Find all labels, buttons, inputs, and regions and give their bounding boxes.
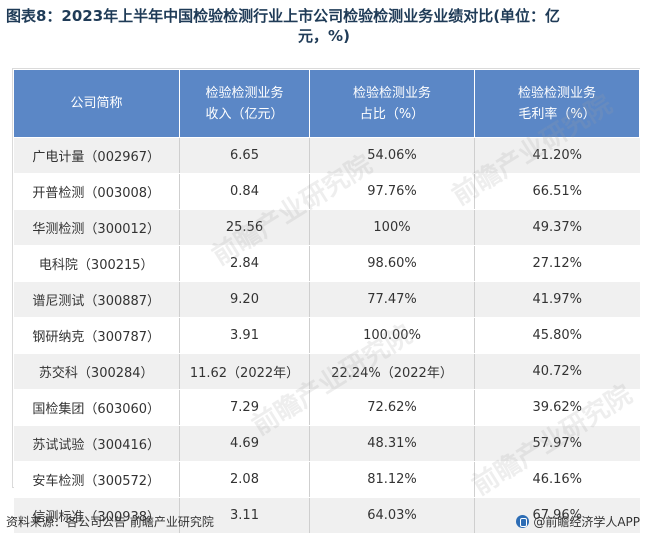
cell-revenue: 9.20 (179, 281, 310, 318)
cell-margin: 40.72% (474, 353, 640, 390)
cell-share: 72.62% (309, 389, 475, 426)
table-row: 开普检测（003008） 0.84 97.76% 66.51% (13, 173, 640, 210)
header-company: 公司简称 (13, 69, 180, 138)
cell-share: 48.31% (309, 425, 475, 462)
cell-revenue: 3.91 (179, 317, 310, 354)
cell-revenue: 4.69 (179, 425, 310, 462)
cell-company: 钢研纳克（300787） (13, 317, 180, 354)
cell-company: 华测检测（300012） (13, 209, 180, 246)
data-table: 公司简称 检验检测业务 收入（亿元） 检验检测业务 占比（%） 检验检测业务 毛利率（… (13, 69, 640, 534)
cell-share: 97.76% (309, 173, 475, 210)
cell-revenue: 0.84 (179, 173, 310, 210)
cell-company: 谱尼测试（300887） (13, 281, 180, 318)
header-margin: 检验检测业务 毛利率（%） (474, 69, 640, 138)
cell-revenue: 7.29 (179, 389, 310, 426)
source-note: 资料来源：各公司公告 前瞻产业研究院 (6, 515, 214, 529)
cell-share: 77.47% (309, 281, 475, 318)
cell-margin: 66.51% (474, 173, 640, 210)
cell-company: 安车检测（300572） (13, 461, 180, 498)
cell-company: 电科院（300215） (13, 245, 180, 282)
qianzhan-logo-icon (516, 515, 530, 528)
cell-margin: 27.12% (474, 245, 640, 282)
cell-share: 100.00% (309, 317, 475, 354)
cell-revenue: 25.56 (179, 209, 310, 246)
cell-company: 苏交科（300284） (13, 353, 180, 390)
cell-company: 苏试试验（300416） (13, 425, 180, 462)
data-table-container: 公司简称 检验检测业务 收入（亿元） 检验检测业务 占比（%） 检验检测业务 毛利率（… (12, 68, 640, 534)
title-line1: 图表8：2023年上半年中国检验检测行业上市公司检验检测业务业绩对比(单位：亿 (6, 7, 561, 25)
cell-share: 54.06% (309, 137, 475, 174)
table-row: 华测检测（300012） 25.56 100% 49.37% (13, 209, 640, 246)
cell-company: 广电计量（002967） (13, 137, 180, 174)
table-row: 谱尼测试（300887） 9.20 77.47% 41.97% (13, 281, 640, 318)
cell-margin: 41.20% (474, 137, 640, 174)
cell-margin: 57.97% (474, 425, 640, 462)
table-row: 电科院（300215） 2.84 98.60% 27.12% (13, 245, 640, 282)
cell-revenue: 2.84 (179, 245, 310, 282)
cell-company: 信测标准（300938） (13, 497, 180, 534)
cell-revenue: 2.08 (179, 461, 310, 498)
cell-share: 22.24%（2022年） (309, 353, 475, 390)
table-row: 钢研纳克（300787） 3.91 100.00% 45.80% (13, 317, 640, 354)
cell-company: 国检集团（603060） (13, 389, 180, 426)
table-row: 国检集团（603060） 7.29 72.62% 39.62% (13, 389, 640, 426)
brand-text: @前瞻经济学人APP (533, 515, 640, 529)
cell-margin: 39.62% (474, 389, 640, 426)
cell-company: 开普检测（003008） (13, 173, 180, 210)
table-header-row: 公司简称 检验检测业务 收入（亿元） 检验检测业务 占比（%） 检验检测业务 毛利率（… (13, 69, 640, 138)
cell-revenue: 11.62（2022年） (179, 353, 310, 390)
title-line2: 元，%) (298, 27, 350, 45)
page-title: 图表8：2023年上半年中国检验检测行业上市公司检验检测业务业绩对比(单位：亿 … (6, 6, 642, 46)
cell-margin: 49.37% (474, 209, 640, 246)
brand-credit: @前瞻经济学人APP (516, 513, 640, 530)
cell-share: 64.03% (309, 497, 475, 534)
table-row: 苏试试验（300416） 4.69 48.31% 57.97% (13, 425, 640, 462)
cell-revenue: 3.11 (179, 497, 310, 534)
cell-revenue: 6.65 (179, 137, 310, 174)
header-share: 检验检测业务 占比（%） (309, 69, 475, 138)
table-row: 安车检测（300572） 2.08 81.12% 46.16% (13, 461, 640, 498)
cell-margin: 45.80% (474, 317, 640, 354)
table-row: 广电计量（002967） 6.65 54.06% 41.20% (13, 137, 640, 174)
cell-margin: 41.97% (474, 281, 640, 318)
cell-share: 81.12% (309, 461, 475, 498)
cell-margin: 46.16% (474, 461, 640, 498)
cell-share: 100% (309, 209, 475, 246)
cell-margin: 67.96% (474, 497, 640, 534)
table-row: 信测标准（300938） 3.11 64.03% 67.96% (13, 497, 640, 534)
table-row: 苏交科（300284） 11.62（2022年） 22.24%（2022年） 40.7… (13, 353, 640, 390)
header-revenue: 检验检测业务 收入（亿元） (179, 69, 310, 138)
cell-share: 98.60% (309, 245, 475, 282)
